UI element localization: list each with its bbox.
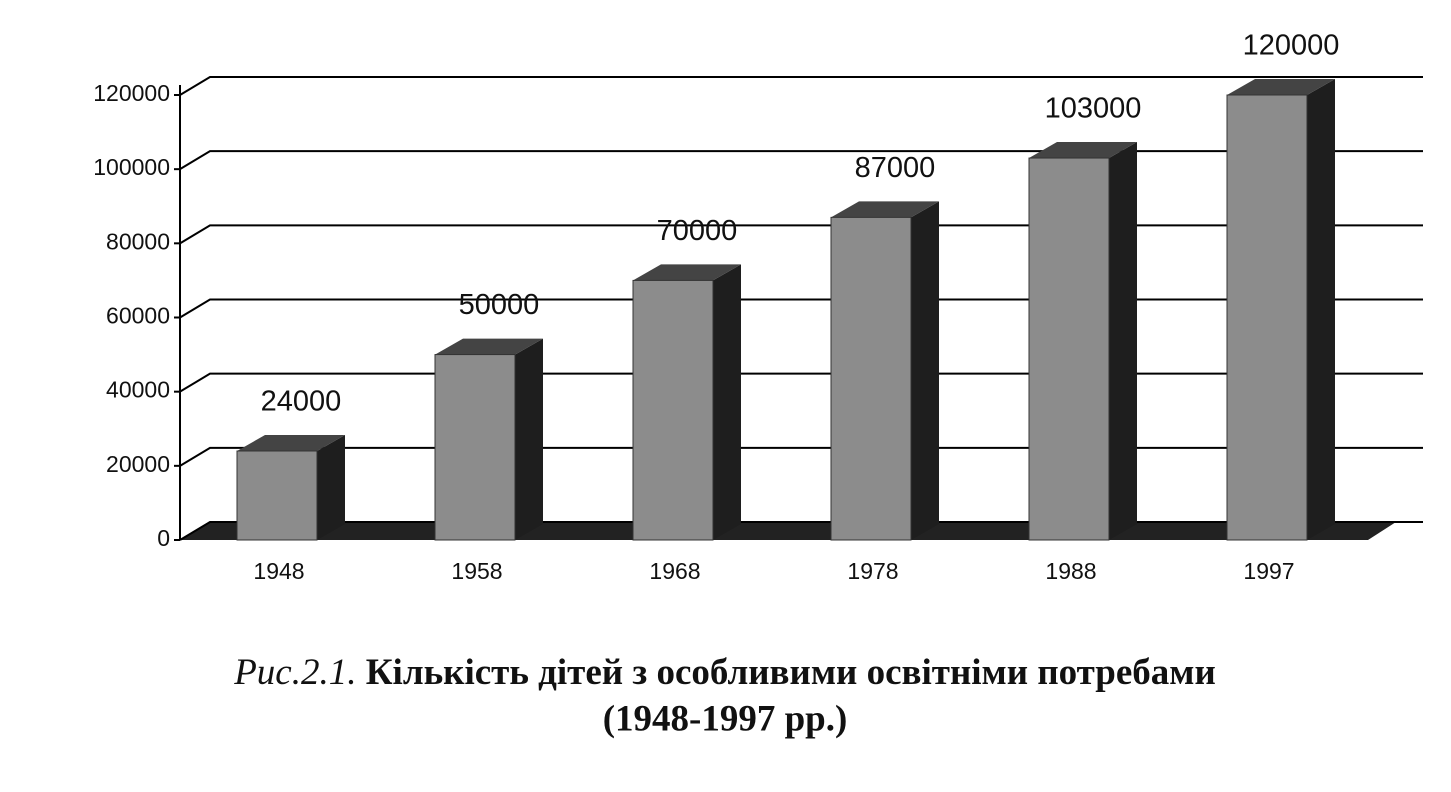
grid-line (179, 150, 1423, 171)
x-tick-label: 1948 (253, 558, 304, 584)
bar-top (435, 338, 543, 355)
x-tick-label: 1988 (1045, 558, 1096, 584)
grid-line (179, 372, 1423, 393)
x-tick-label: 1968 (649, 558, 700, 584)
y-tick-label: 120000 (93, 80, 170, 106)
bar-side (1109, 142, 1137, 540)
bar-side (911, 201, 939, 540)
grid-line (179, 521, 1423, 541)
value-label: 87000 (855, 152, 936, 184)
value-label: 70000 (657, 215, 738, 247)
grid-line (179, 298, 1423, 319)
caption-line: Рис.2.1. Кількість дітей з особливими ос… (233, 652, 1216, 693)
x-tick-label: 1958 (451, 558, 502, 584)
y-tick-label: 100000 (93, 154, 170, 180)
floor (180, 522, 1396, 540)
value-label: 50000 (459, 289, 540, 321)
grid-line (179, 76, 1423, 96)
chart-subtitle: (1948-1997 рр.) (603, 698, 848, 739)
bar-top (633, 264, 741, 281)
grid-line (179, 224, 1423, 245)
bar-side (1307, 79, 1335, 540)
y-tick-label: 60000 (106, 303, 170, 329)
value-label: 24000 (261, 386, 342, 418)
bar-side (317, 435, 345, 540)
bar (236, 450, 318, 541)
value-label: 103000 (1045, 93, 1142, 125)
bar (1028, 157, 1110, 541)
value-label: 120000 (1243, 30, 1340, 62)
y-tick-label: 0 (157, 525, 170, 551)
figure-label: Рис.2.1. (233, 652, 356, 693)
bar (1226, 94, 1308, 541)
y-tick-label: 40000 (106, 377, 170, 403)
bar (830, 216, 912, 541)
bar (632, 279, 714, 541)
x-tick-label: 1997 (1243, 558, 1294, 584)
bar-side (515, 338, 543, 540)
x-tick-label: 1978 (847, 558, 898, 584)
bar-side (713, 264, 741, 540)
chart-title: Кількість дітей з особливими освітніми п… (366, 652, 1216, 693)
bar-top (831, 201, 939, 218)
y-tick-label: 80000 (106, 228, 170, 254)
grid-line (179, 446, 1423, 467)
bar-top (237, 435, 345, 451)
bar (434, 354, 516, 541)
bar-top (1227, 79, 1335, 95)
y-tick-label: 20000 (106, 451, 170, 477)
bar-top (1029, 142, 1137, 159)
